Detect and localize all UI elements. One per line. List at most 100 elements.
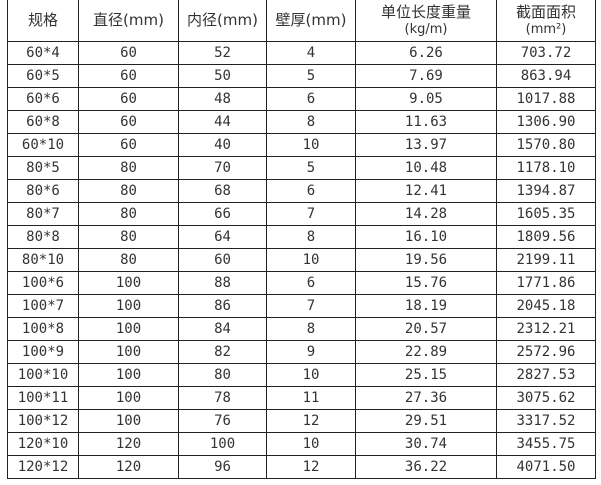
table-cell: 2827.53 <box>496 363 596 387</box>
table-cell: 70 <box>178 156 267 180</box>
table-cell: 60*5 <box>7 64 79 88</box>
table-row: 80*7 80 66 7 14.28 1605.35 <box>7 202 596 226</box>
table-cell: 36.22 <box>355 455 497 479</box>
table-row: 100*9 100 82 9 22.89 2572.96 <box>7 340 596 364</box>
column-header: 内径(mm) <box>178 0 267 42</box>
table-cell: 13.97 <box>355 133 497 157</box>
table-cell: 80*7 <box>7 202 79 226</box>
table-cell: 120*12 <box>7 455 79 479</box>
table-cell: 1605.35 <box>496 202 596 226</box>
table-cell: 100 <box>78 294 179 318</box>
table-cell: 27.36 <box>355 386 497 410</box>
table-cell: 48 <box>178 87 267 111</box>
column-header-label: 壁厚(mm) <box>275 11 347 29</box>
table-cell: 3075.62 <box>496 386 596 410</box>
table-cell: 100*11 <box>7 386 79 410</box>
table-cell: 703.72 <box>496 41 596 65</box>
table-cell: 68 <box>178 179 267 203</box>
table-cell: 60 <box>78 87 179 111</box>
table-cell: 6 <box>266 179 356 203</box>
table-cell: 6 <box>266 87 356 111</box>
table-cell: 25.15 <box>355 363 497 387</box>
table-cell: 1306.90 <box>496 110 596 134</box>
table-cell: 12.41 <box>355 179 497 203</box>
table-cell: 52 <box>178 41 267 65</box>
table-cell: 80*10 <box>7 248 79 272</box>
table-cell: 60 <box>78 64 179 88</box>
table-row: 60*5 60 50 5 7.69 863.94 <box>7 64 596 88</box>
table-cell: 6 <box>266 271 356 295</box>
table-cell: 4071.50 <box>496 455 596 479</box>
table-cell: 100*6 <box>7 271 79 295</box>
table-cell: 1017.88 <box>496 87 596 111</box>
table-cell: 5 <box>266 156 356 180</box>
table-cell: 120*10 <box>7 432 79 456</box>
table-cell: 100 <box>78 317 179 341</box>
table-cell: 120 <box>78 432 179 456</box>
table-cell: 2199.11 <box>496 248 596 272</box>
table-cell: 29.51 <box>355 409 497 433</box>
table-cell: 100 <box>78 409 179 433</box>
table-cell: 86 <box>178 294 267 318</box>
table-cell: 8 <box>266 110 356 134</box>
table-row: 80*6 80 68 6 12.41 1394.87 <box>7 179 596 203</box>
table-cell: 1178.10 <box>496 156 596 180</box>
column-header: 壁厚(mm) <box>266 0 356 42</box>
table-cell: 1809.56 <box>496 225 596 249</box>
table-row: 100*12 100 76 12 29.51 3317.52 <box>7 409 596 433</box>
table-cell: 5 <box>266 64 356 88</box>
table-row: 60*6 60 48 6 9.05 1017.88 <box>7 87 596 111</box>
table-cell: 6.26 <box>355 41 497 65</box>
column-header-unit: (kg/m) <box>404 21 448 37</box>
column-header-unit: (mm²) <box>525 21 567 37</box>
table-row: 80*10 80 60 10 19.56 2199.11 <box>7 248 596 272</box>
table-cell: 80 <box>78 248 179 272</box>
column-header: 规格 <box>7 0 79 42</box>
table-row: 120*10 120 100 10 30.74 3455.75 <box>7 432 596 456</box>
table-cell: 3455.75 <box>496 432 596 456</box>
table-cell: 60 <box>178 248 267 272</box>
table-cell: 1394.87 <box>496 179 596 203</box>
header-row: 规格 直径(mm) 内径(mm) 壁厚(mm) 单位长度重量 (kg/m) 截面面积 (mm²… <box>7 0 596 42</box>
table-row: 60*8 60 44 8 11.63 1306.90 <box>7 110 596 134</box>
table-cell: 88 <box>178 271 267 295</box>
table-cell: 82 <box>178 340 267 364</box>
column-header-label: 截面面积 <box>515 2 576 21</box>
table-cell: 11 <box>266 386 356 410</box>
table-cell: 60 <box>78 41 179 65</box>
table-cell: 863.94 <box>496 64 596 88</box>
table-cell: 12 <box>266 455 356 479</box>
table-cell: 80 <box>78 179 179 203</box>
table-cell: 60*4 <box>7 41 79 65</box>
table-cell: 100 <box>78 386 179 410</box>
table-cell: 19.56 <box>355 248 497 272</box>
table-cell: 7 <box>266 202 356 226</box>
table-cell: 8 <box>266 225 356 249</box>
table-row: 80*5 80 70 5 10.48 1178.10 <box>7 156 596 180</box>
table-cell: 9.05 <box>355 87 497 111</box>
table-cell: 100 <box>178 432 267 456</box>
table-cell: 10 <box>266 432 356 456</box>
table-cell: 100*12 <box>7 409 79 433</box>
table-cell: 80 <box>178 363 267 387</box>
table-cell: 11.63 <box>355 110 497 134</box>
table-cell: 44 <box>178 110 267 134</box>
table-row: 100*10 100 80 10 25.15 2827.53 <box>7 363 596 387</box>
table-cell: 80*6 <box>7 179 79 203</box>
table-row: 60*10 60 40 10 13.97 1570.80 <box>7 133 596 157</box>
table-cell: 100*8 <box>7 317 79 341</box>
table-cell: 12 <box>266 409 356 433</box>
table-cell: 60*8 <box>7 110 79 134</box>
table-cell: 80 <box>78 156 179 180</box>
table-cell: 18.19 <box>355 294 497 318</box>
table-cell: 10.48 <box>355 156 497 180</box>
table-cell: 66 <box>178 202 267 226</box>
table-cell: 20.57 <box>355 317 497 341</box>
table-cell: 64 <box>178 225 267 249</box>
table-cell: 30.74 <box>355 432 497 456</box>
table-cell: 60 <box>78 110 179 134</box>
column-header-label: 单位长度重量 <box>380 2 471 21</box>
table-cell: 100*9 <box>7 340 79 364</box>
table-cell: 80*5 <box>7 156 79 180</box>
table-cell: 16.10 <box>355 225 497 249</box>
